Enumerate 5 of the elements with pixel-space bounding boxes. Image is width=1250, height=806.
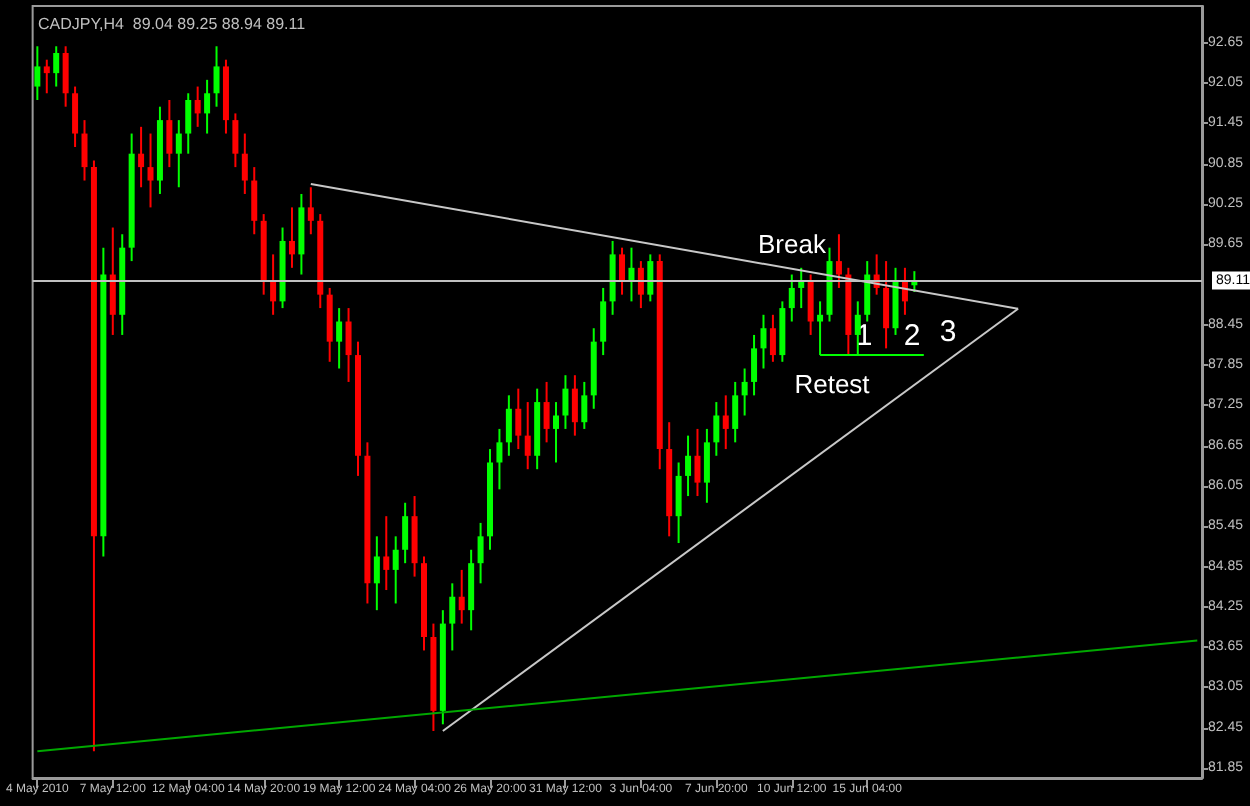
annotation: 2 xyxy=(903,319,921,353)
text: CADJPY,H4 89.04 89.25 88.94 89.11 xyxy=(38,15,307,33)
annotation: Retest xyxy=(794,369,871,399)
annotation: Break xyxy=(758,229,827,259)
annotation: 3 xyxy=(939,315,957,349)
